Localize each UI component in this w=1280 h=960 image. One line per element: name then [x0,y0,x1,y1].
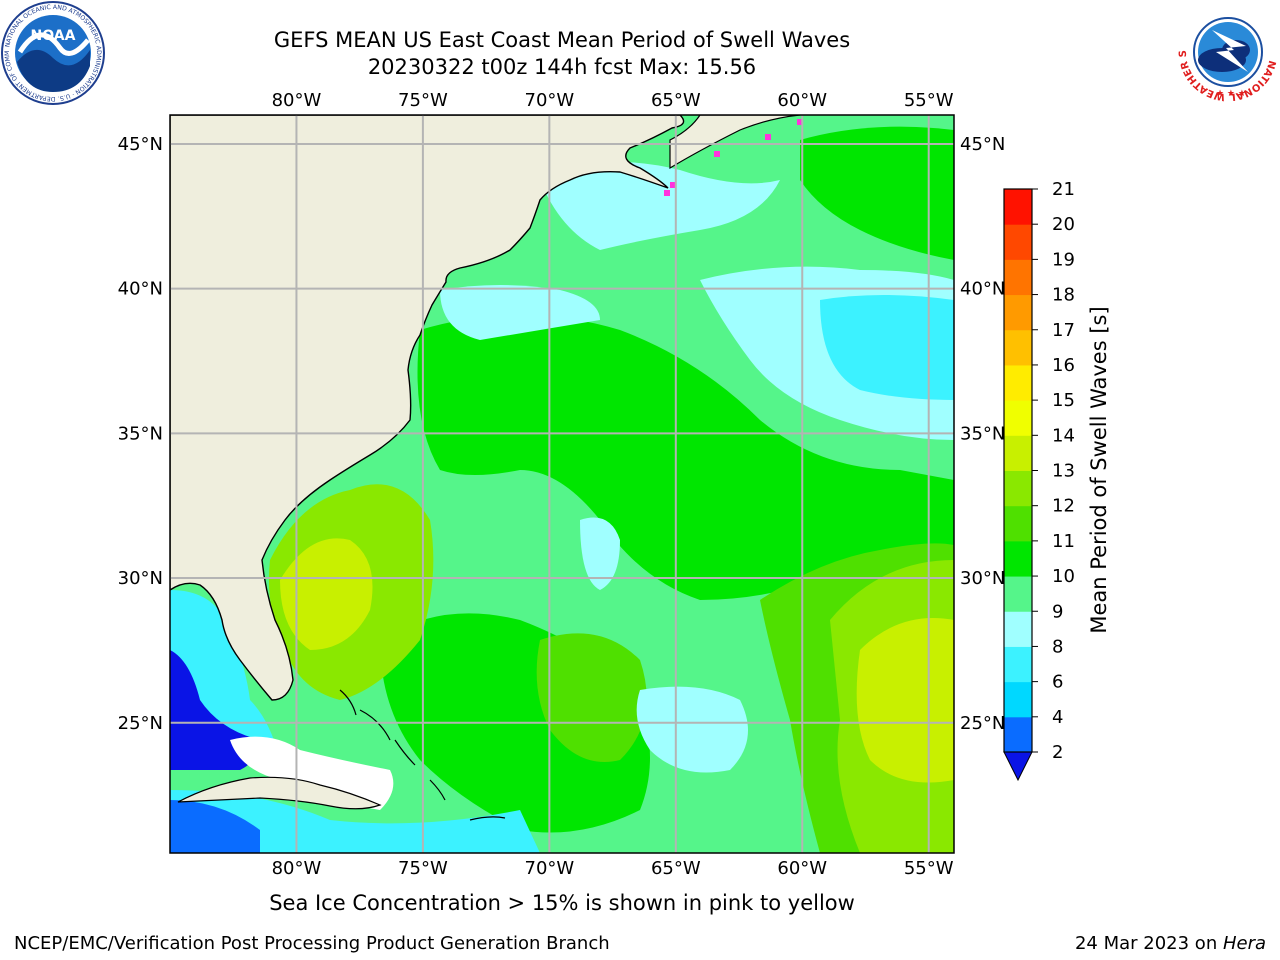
field-region-13s-coast [280,538,373,650]
field-region-8s-mid [580,517,620,590]
field-region-8s-south [636,686,748,773]
chart-subtitle: 20230322 t00z 144h fcst Max: 15.56 [367,55,757,79]
lon-label-top: 70°W [525,90,575,111]
footer-date: 24 Mar 2023 on Hera [1075,933,1266,954]
lat-label-right: 35°N [960,423,1005,444]
colorbar-swatch [1004,646,1032,683]
lat-label-right: 45°N [960,134,1005,155]
lon-label-bottom: 80°W [272,858,322,879]
colorbar-tick-label: 14 [1052,425,1075,446]
caribbean-deep-region [170,800,260,853]
colorbar-tick-label: 21 [1052,179,1075,200]
colorbar-swatch [1004,400,1032,436]
lon-label-bottom: 55°W [904,858,954,879]
colorbar-tick-label: 9 [1052,601,1063,622]
noaa-logo: NATIONAL OCEANIC AND ATMOSPHERIC ADMINIS… [0,0,105,105]
field-region-10s-b [800,126,954,261]
lon-label-top: 75°W [398,90,448,111]
colorbar-swatch [1004,329,1032,366]
colorbar-extend-arrow [1003,751,1033,782]
colorbar-swatch [1004,576,1032,612]
colorbar-swatch [1004,540,1032,577]
chart-title: GEFS MEAN US East Coast Mean Period of S… [273,28,851,52]
missing-data-region [230,736,394,810]
colorbar-label: Mean Period of Swell Waves [s] [1087,306,1111,633]
footer-credit: NCEP/EMC/Verification Post Processing Pr… [14,933,610,954]
lat-label-right: 25°N [960,713,1005,734]
lat-label-left: 25°N [118,713,163,734]
lon-label-bottom: 60°W [777,858,827,879]
axis-labels: 80°W 80°W 75°W 75°W 70°W 70°W 65°W 65°W 60°W 60°W… [118,90,1006,879]
lon-label-top: 80°W [272,90,322,111]
lat-label-right: 40°N [960,279,1005,300]
footer-date-text: 24 Mar 2023 on [1074,933,1223,954]
field-region-8s-shelf [440,285,600,340]
colorbar-swatch [1004,470,1032,507]
lon-label-bottom: 65°W [651,858,701,879]
nws-star-icon: ★ ★ ★ [1216,89,1246,99]
lat-label-left: 45°N [118,134,163,155]
colorbar-swatch [1004,224,1032,260]
colorbar-swatch [1004,294,1032,331]
colorbar-swatch [1004,364,1032,401]
field-region-11s-mid [536,633,647,762]
field-region-8s-north [540,162,780,250]
colorbar-tick-label: 4 [1052,707,1063,728]
lat-label-right: 30°N [960,568,1005,589]
lon-label-bottom: 70°W [525,858,575,879]
colorbar-tick-label: 20 [1052,214,1075,235]
colorbar-tick-label: 10 [1052,566,1075,587]
colorbar-swatch [1004,681,1032,718]
footer-machine: Hera [1222,933,1266,954]
colorbar-swatch [1004,435,1032,471]
lat-label-left: 40°N [118,279,163,300]
colorbar-tick-label: 15 [1052,390,1075,411]
colorbar-swatch [1004,259,1032,296]
north-america-land [170,115,685,701]
lon-label-bottom: 75°W [398,858,448,879]
noaa-logo-text: NOAA [31,28,76,44]
lat-label-left: 35°N [118,423,163,444]
lon-label-top: 60°W [777,90,827,111]
colorbar-tick-label: 12 [1052,496,1075,517]
field-region-6s-ne [820,295,954,400]
lon-label-top: 65°W [651,90,701,111]
colorbar-tick-label: 18 [1052,285,1075,306]
lat-label-left: 30°N [118,568,163,589]
colorbar-tick-label: 8 [1052,636,1063,657]
colorbar-tick-label: 2 [1052,742,1063,763]
caribbean-region [170,790,540,853]
map-frame [169,114,955,854]
colorbar-tick-label: 17 [1052,320,1075,341]
colorbar-swatch [1004,611,1032,647]
colorbar-tick-label: 19 [1052,249,1075,270]
cuba-land [177,776,382,810]
lon-label-top: 55°W [904,90,954,111]
field-region-10s [417,315,954,600]
colorbar-tick-label: 11 [1052,531,1075,552]
colorbar-swatch [1004,505,1032,542]
nova-scotia-land [669,115,801,170]
colorbar-swatch [1004,716,1032,753]
colorbar-tick-label: 13 [1052,461,1075,482]
colorbar-tick-label: 16 [1052,355,1075,376]
nws-logo: NATIONAL WEATHER SERVICE ★ ★ ★ [1176,0,1278,102]
graticule [170,115,954,853]
sea-ice-markers [664,119,803,196]
colorbar-swatch [1004,189,1032,225]
sea-ice-note: Sea Ice Concentration > 15% is shown in … [269,891,855,915]
colorbar-tick-label: 6 [1052,672,1063,693]
